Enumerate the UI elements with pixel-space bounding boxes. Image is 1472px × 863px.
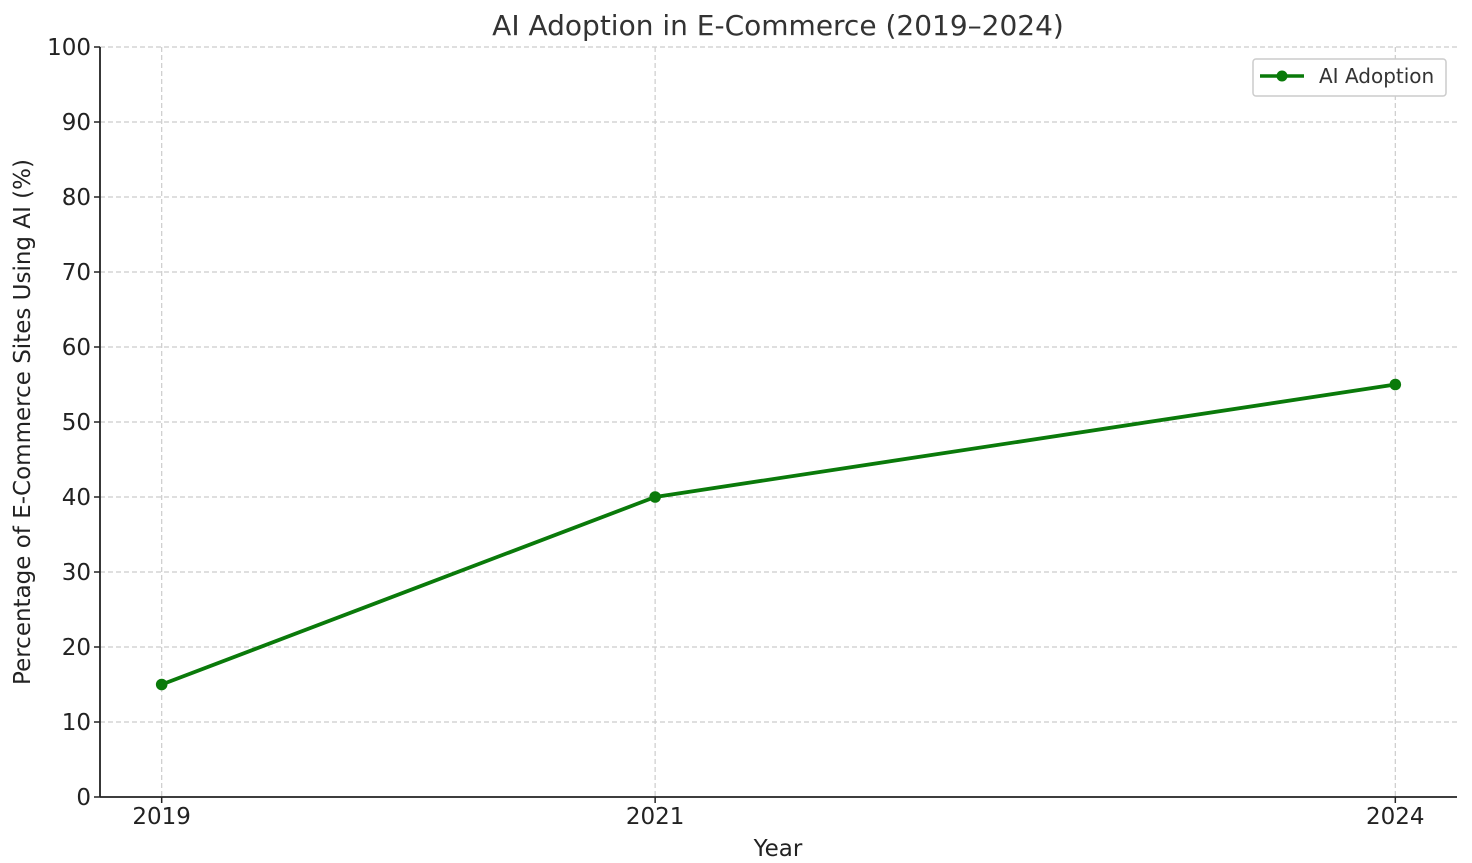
y-tick-label: 70: [62, 260, 91, 286]
y-tick-label: 30: [62, 560, 91, 586]
series-group: [155, 378, 1402, 691]
x-axis-ticks: 2019 2021 2024: [132, 797, 1425, 830]
y-tick-label: 90: [62, 110, 91, 136]
data-point: [1389, 378, 1402, 391]
x-tick-label: 2019: [132, 804, 191, 830]
series-line: [159, 382, 1398, 687]
y-axis-ticks: 0 10 20 30 40 50 60 70 80 90 100: [47, 35, 100, 811]
x-axis-title: Year: [753, 836, 803, 862]
legend-label: AI Adoption: [1319, 64, 1434, 88]
y-tick-label: 40: [62, 485, 91, 511]
data-point: [155, 678, 168, 691]
data-point: [649, 491, 661, 503]
grid: [100, 46, 1457, 797]
x-tick-label: 2021: [626, 804, 685, 830]
x-tick-label: 2024: [1366, 804, 1425, 830]
y-tick-label: 0: [76, 785, 91, 811]
y-tick-label: 100: [47, 35, 91, 61]
y-tick-label: 50: [62, 410, 91, 436]
legend: AI Adoption: [1252, 58, 1447, 97]
y-tick-label: 60: [62, 335, 91, 361]
y-tick-label: 10: [62, 710, 91, 736]
y-axis-title: Percentage of E-Commerce Sites Using AI …: [10, 159, 36, 685]
legend-box: [1252, 58, 1447, 97]
chart-title: AI Adoption in E-Commerce (2019–2024): [492, 9, 1064, 42]
legend-marker-swatch: [1276, 70, 1288, 82]
y-tick-label: 20: [62, 635, 91, 661]
y-tick-label: 80: [62, 185, 91, 211]
